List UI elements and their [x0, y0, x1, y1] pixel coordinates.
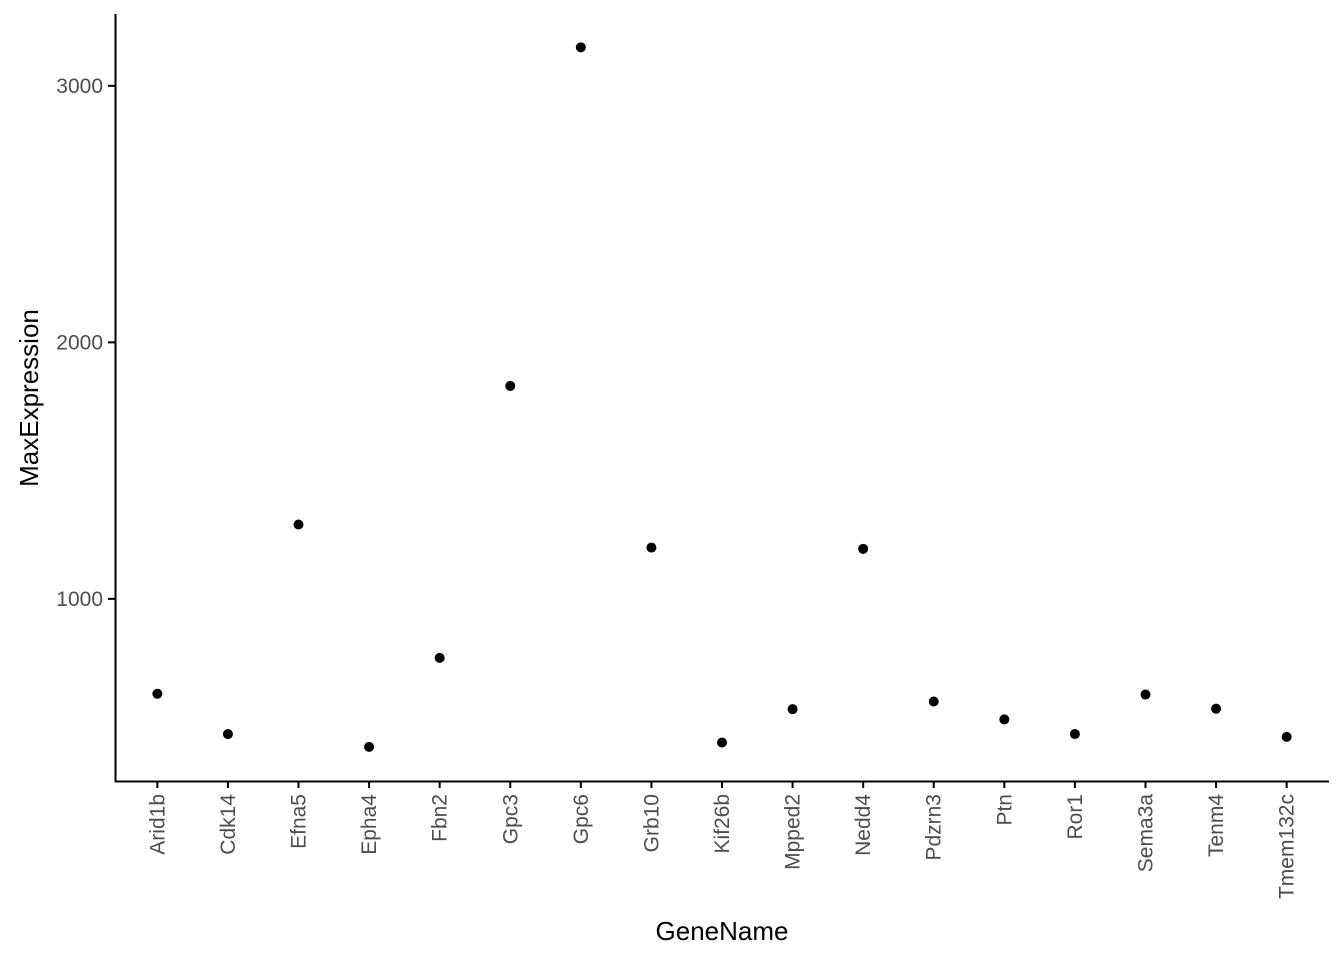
- x-tick-label: Ptn: [993, 794, 1016, 826]
- x-tick-label: Grb10: [640, 794, 663, 852]
- x-tick-label: Efna5: [288, 794, 311, 849]
- data-point: [1140, 689, 1151, 700]
- data-point: [1281, 731, 1292, 742]
- x-tick-label: Ror1: [1064, 794, 1087, 840]
- x-tick-label: Mpped2: [782, 794, 805, 870]
- x-tick-label: Sema3a: [1134, 794, 1157, 873]
- y-tick-label: 2000: [56, 331, 103, 354]
- x-tick-label: Arid1b: [146, 794, 169, 855]
- y-tick-label: 1000: [56, 588, 103, 611]
- data-point: [434, 652, 445, 663]
- data-point: [1211, 703, 1222, 714]
- x-tick-label: Gpc3: [499, 794, 522, 844]
- data-point: [505, 380, 516, 391]
- data-point: [152, 688, 163, 699]
- x-axis-title: GeneName: [656, 916, 789, 946]
- y-axis-ticks: 1000 2000 3000: [56, 75, 115, 611]
- x-tick-label: Cdk14: [217, 794, 240, 855]
- data-point: [646, 542, 657, 553]
- x-tick-label: Tenm4: [1205, 794, 1228, 857]
- x-tick-label: Epha4: [358, 794, 381, 855]
- data-point: [575, 42, 586, 53]
- x-tick-label: Gpc6: [570, 794, 593, 844]
- data-point: [222, 729, 233, 740]
- data-point: [858, 543, 869, 554]
- data-point: [293, 519, 304, 530]
- x-tick-label: Tmem132c: [1276, 794, 1299, 899]
- data-point: [787, 704, 798, 715]
- x-tick-label: Nedd4: [852, 794, 875, 856]
- y-axis-title: MaxExpression: [14, 309, 44, 487]
- y-tick-label: 3000: [56, 75, 103, 98]
- data-point: [999, 714, 1010, 725]
- data-point: [1069, 729, 1080, 740]
- data-point: [364, 741, 375, 752]
- data-point: [717, 737, 727, 748]
- x-tick-label: Pdzrn3: [923, 794, 946, 861]
- data-points: [152, 42, 1292, 752]
- data-point: [928, 696, 939, 707]
- x-tick-label: Fbn2: [429, 794, 452, 842]
- x-axis-ticks: Arid1b Cdk14 Efna5 Epha4 Fbn2 Gpc3 Gpc6 Grb10 Ki…: [146, 781, 1299, 899]
- x-tick-label: Kif26b: [711, 794, 734, 854]
